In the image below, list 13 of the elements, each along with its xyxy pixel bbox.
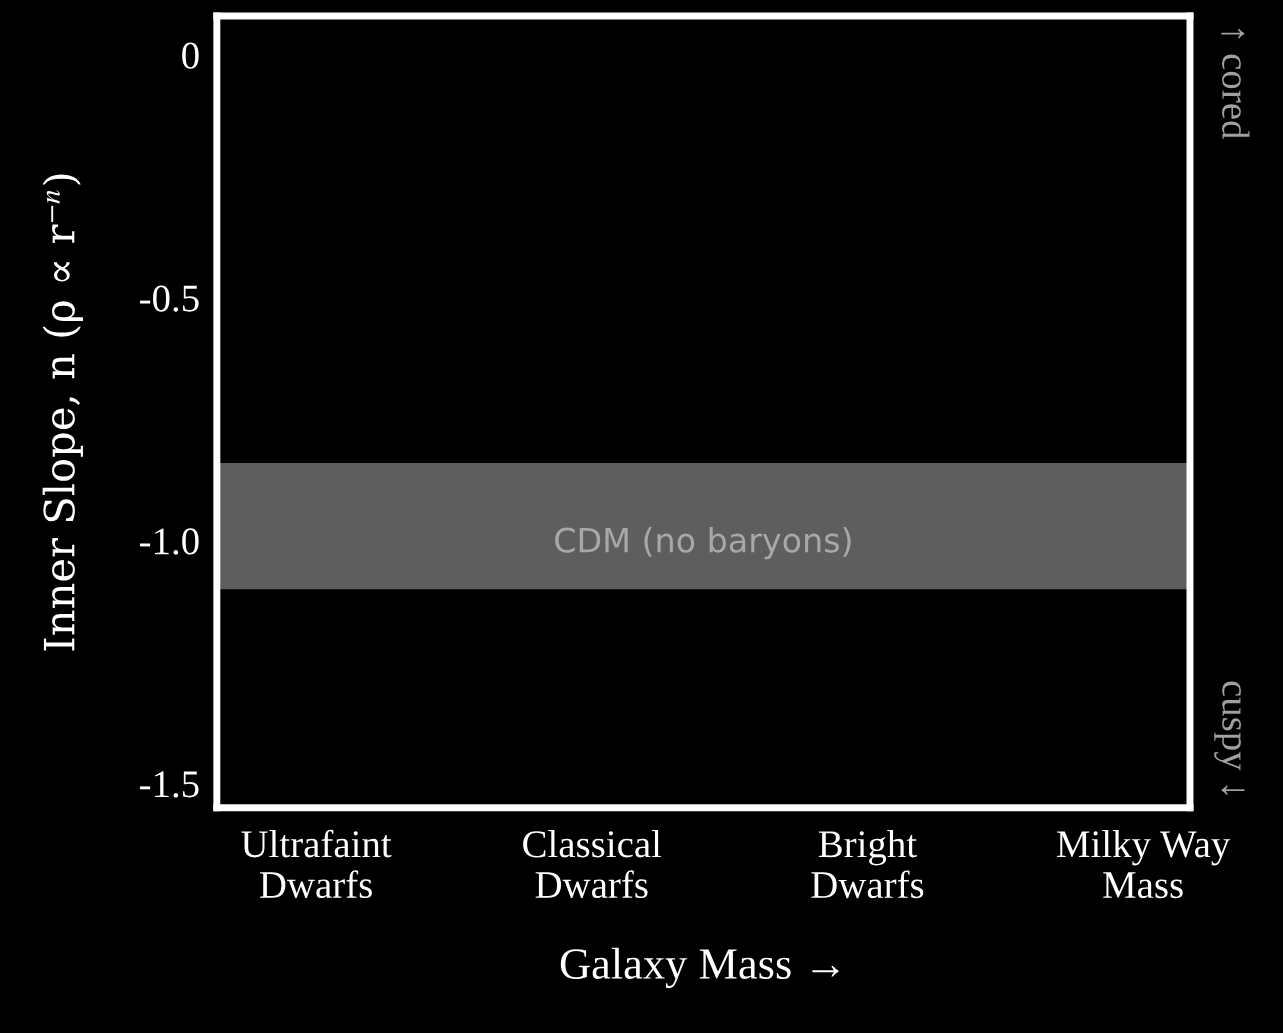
y-tick-label: -1.5: [140, 771, 199, 798]
text: ↑ cored: [1221, 29, 1250, 139]
y-axis-title: Inner Slope, n (ρ ∝ r$^{−n}$): [42, 174, 83, 651]
y-tick-label: 0: [182, 42, 199, 69]
x-tick-label: Ultrafaint Dwarfs: [241, 829, 392, 899]
text: cuspy ↓: [1214, 681, 1245, 795]
y-tick-label: -0.5: [140, 285, 199, 312]
x-tick-label: Classical Dwarfs: [523, 830, 662, 899]
x-tick-label: Bright Dwarfs: [811, 830, 924, 899]
x-tick-label: Milky Way Mass: [1057, 830, 1231, 899]
band-label: CDM (no baryons): [555, 526, 851, 560]
y-tick-label: -1.0: [140, 528, 199, 555]
x-axis-title: Galaxy Mass →: [560, 947, 839, 989]
